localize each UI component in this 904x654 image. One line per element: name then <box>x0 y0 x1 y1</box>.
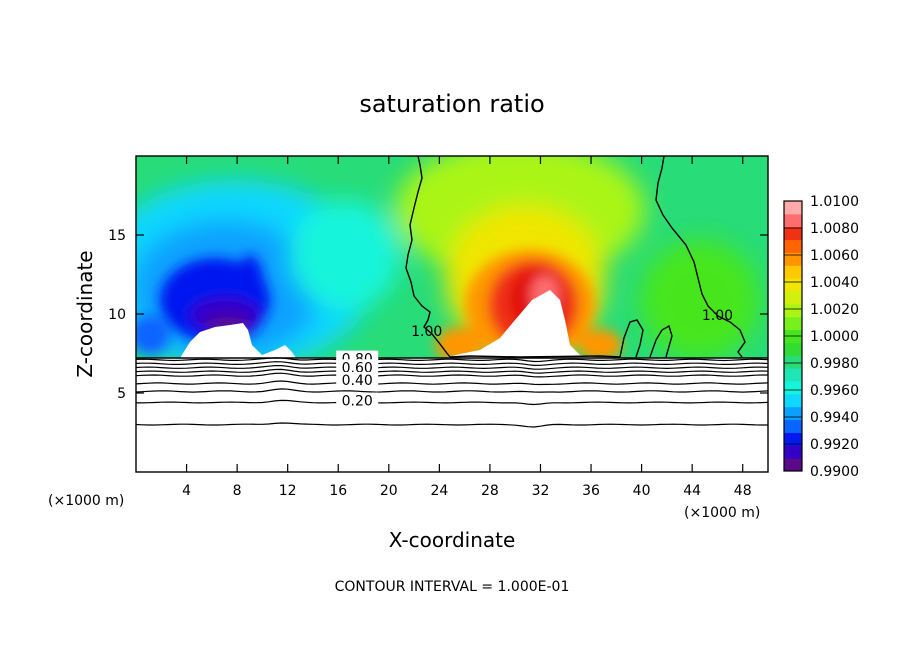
low-contour-line <box>136 365 768 370</box>
colorbar: 0.9900 0.9920 0.9940 0.9960 0.9980 1.0000 1.00… <box>783 194 859 480</box>
low-contour-line <box>136 372 768 378</box>
low-contour-lines <box>136 357 768 428</box>
colorbar-swatch <box>784 226 802 241</box>
y-axis-ticks: 5 10 15 <box>108 228 768 402</box>
contours <box>405 156 746 358</box>
x-tick-label: 24 <box>430 483 448 499</box>
white-region-center <box>445 290 600 358</box>
contour-label-bg <box>336 371 379 386</box>
x-axis-ticks: 4 8 12 16 20 24 28 32 36 40 44 48 <box>182 156 752 499</box>
x-tick-label: 20 <box>380 483 398 499</box>
colorbar-swatch <box>784 213 802 228</box>
x-tick-label: 36 <box>582 483 600 499</box>
colorbar-swatch <box>784 393 802 408</box>
low-contour-line <box>136 357 768 363</box>
colorbar-swatch <box>784 278 802 292</box>
blob-orange-base <box>435 327 485 358</box>
low-contour-line <box>136 388 768 393</box>
contour-label: 1.00 <box>411 324 442 340</box>
contour-label: 1.00 <box>702 308 733 324</box>
colorbar-tick-label: 1.0020 <box>810 302 859 318</box>
blob-cyan-mid <box>290 200 400 310</box>
y-unit-label: (×1000 m) <box>48 493 124 509</box>
contour-1-00-bump1 <box>619 319 644 358</box>
colorbar-tick-label: 1.0080 <box>810 221 859 237</box>
x-tick-label: 12 <box>279 483 297 499</box>
y-tick-label: 15 <box>108 228 126 244</box>
x-tick-label: 8 <box>233 483 242 499</box>
contour-1-00-bump2 <box>649 324 673 358</box>
colorbar-swatch <box>784 252 802 266</box>
contour-label: 0.20 <box>342 393 373 409</box>
blob-lime-right <box>640 240 760 358</box>
y-axis-label: Z-coordinate <box>73 250 97 377</box>
colorbar-swatch <box>784 201 802 215</box>
x-axis-label: X-coordinate <box>389 528 516 552</box>
colorbar-tick-label: 0.9980 <box>810 356 859 372</box>
colorbar-tick-label: 0.9900 <box>810 464 859 480</box>
colorbar-tick-label: 1.0000 <box>810 329 859 345</box>
x-unit-label: (×1000 m) <box>684 505 760 521</box>
colorbar-swatch <box>784 406 802 421</box>
colorbar-swatch <box>784 303 802 318</box>
colorbar-tick-label: 0.9940 <box>810 410 859 426</box>
low-contour-line <box>136 368 768 374</box>
blob-blue-left <box>136 315 170 355</box>
x-tick-label: 44 <box>683 483 701 499</box>
colorbar-swatch <box>784 381 802 395</box>
colorbar-swatch <box>784 316 802 331</box>
colorbar-tick-label: 0.9920 <box>810 437 859 453</box>
contour-label-bg <box>336 359 379 374</box>
y-tick-label: 5 <box>117 386 126 402</box>
low-contour-line <box>136 380 768 386</box>
colorbar-swatch <box>784 445 802 459</box>
x-tick-label: 48 <box>734 483 752 499</box>
contour-label: 0.40 <box>342 373 373 389</box>
colorbar-swatch <box>784 432 802 446</box>
chart-title: saturation ratio <box>359 90 544 118</box>
x-tick-label: 32 <box>532 483 550 499</box>
low-contour-line <box>136 399 768 406</box>
blob-orange-base-r <box>578 329 622 358</box>
x-tick-label: 4 <box>182 483 191 499</box>
colorbar-tick-label: 0.9960 <box>810 383 859 399</box>
x-tick-label: 28 <box>481 483 499 499</box>
colorbar-swatch <box>784 342 802 356</box>
colorbar-swatch <box>784 239 802 253</box>
colorbar-swatch <box>784 291 802 305</box>
contour-1-00-right <box>655 156 746 358</box>
colorbar-swatch <box>784 265 802 279</box>
colorbar-tick-label: 1.0060 <box>810 248 859 264</box>
contour-1-00-base <box>449 355 621 358</box>
x-tick-label: 16 <box>329 483 347 499</box>
contour-labels: 1.001.000.800.600.400.20 <box>336 308 733 409</box>
contour-1-00-left <box>405 156 451 358</box>
low-contour-line <box>136 422 768 428</box>
colorbar-swatch <box>784 458 802 472</box>
contour-interval-text: CONTOUR INTERVAL = 1.000E-01 <box>335 579 570 595</box>
contour-label-bg <box>336 392 379 407</box>
colorbar-swatch <box>784 355 802 369</box>
low-contour-line <box>136 361 768 367</box>
x-tick-label: 40 <box>633 483 651 499</box>
white-region-left <box>180 323 296 358</box>
y-tick-label: 10 <box>108 307 126 323</box>
colorbar-tick-label: 1.0100 <box>810 194 859 210</box>
colorbar-tick-label: 1.0040 <box>810 275 859 291</box>
colorbar-swatch <box>784 368 802 382</box>
colorbar-swatch <box>784 419 802 433</box>
